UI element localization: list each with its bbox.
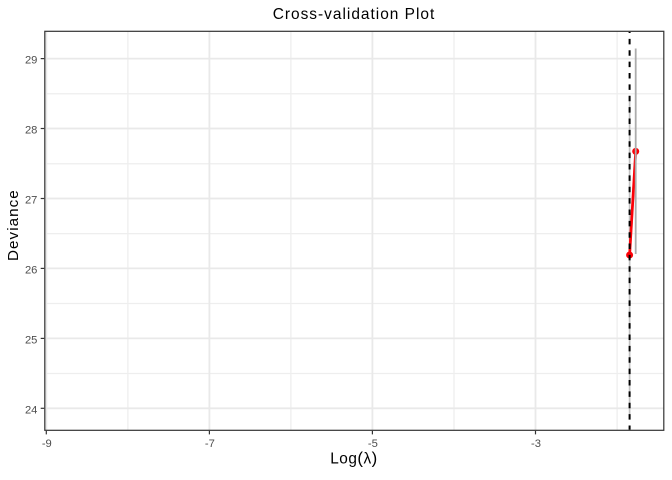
svg-text:29: 29 bbox=[25, 55, 37, 67]
svg-text:27: 27 bbox=[25, 195, 37, 207]
svg-text:Cross-validation Plot: Cross-validation Plot bbox=[273, 6, 436, 23]
svg-text:Deviance: Deviance bbox=[5, 189, 22, 261]
svg-text:-5: -5 bbox=[368, 438, 378, 450]
svg-text:24: 24 bbox=[25, 404, 37, 416]
svg-text:25: 25 bbox=[25, 334, 37, 346]
svg-text:26: 26 bbox=[25, 264, 37, 276]
svg-text:-9: -9 bbox=[42, 438, 52, 450]
svg-text:-7: -7 bbox=[205, 438, 215, 450]
svg-text:-3: -3 bbox=[531, 438, 541, 450]
svg-text:Log(λ): Log(λ) bbox=[330, 449, 378, 468]
svg-text:28: 28 bbox=[25, 125, 37, 137]
